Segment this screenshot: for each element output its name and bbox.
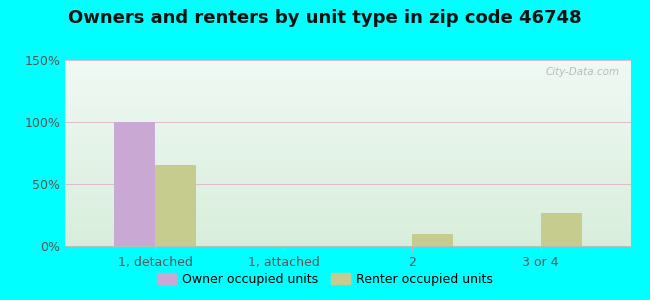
Bar [114, 122, 155, 246]
Bar [541, 212, 582, 246]
Text: City-Data.com: City-Data.com [545, 68, 619, 77]
Legend: Owner occupied units, Renter occupied units: Owner occupied units, Renter occupied un… [152, 268, 498, 291]
Text: Owners and renters by unit type in zip code 46748: Owners and renters by unit type in zip c… [68, 9, 582, 27]
Bar [155, 165, 196, 246]
Bar [412, 234, 453, 246]
